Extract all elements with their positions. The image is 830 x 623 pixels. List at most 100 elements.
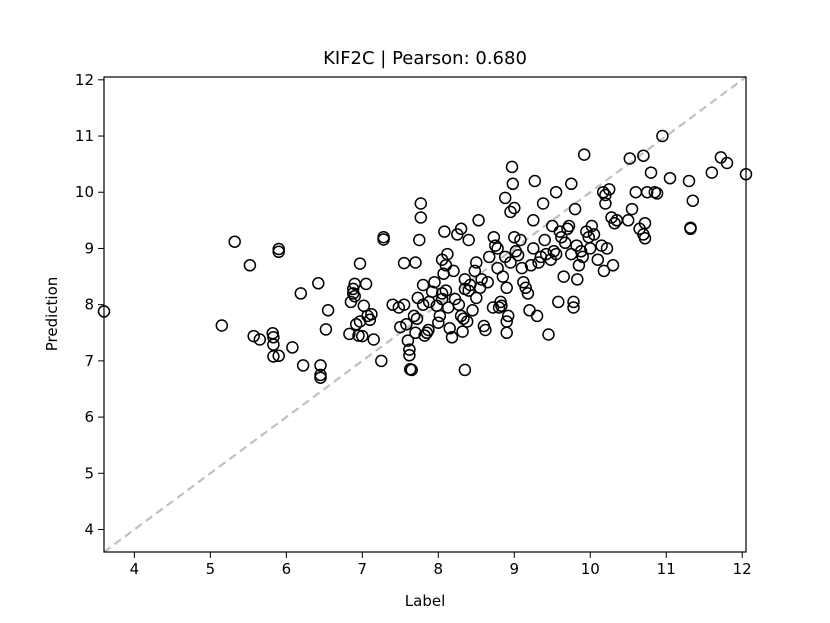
y-tick-label: 5: [84, 464, 94, 482]
data-point: [638, 216, 652, 230]
data-point: [656, 129, 669, 143]
data-point: [557, 270, 570, 283]
data-point: [296, 359, 310, 372]
data-point: [458, 363, 472, 377]
data-point: [438, 225, 451, 238]
data-point: [445, 331, 459, 344]
data-point: [583, 242, 597, 255]
data-point: [319, 323, 333, 336]
y-tick-label: 9: [84, 239, 94, 257]
data-point: [321, 304, 335, 317]
data-point: [577, 148, 591, 161]
y-axis-label: Prediction: [43, 277, 61, 352]
data-point: [587, 228, 601, 241]
y-tick-label: 10: [75, 183, 94, 201]
data-point: [530, 309, 544, 323]
data-point: [466, 304, 479, 317]
data-point: [505, 160, 519, 174]
data-point: [353, 257, 367, 270]
data-point: [312, 277, 325, 290]
data-point: [562, 219, 576, 233]
data-point: [377, 233, 390, 246]
data-point: [521, 287, 535, 300]
data-point: [439, 284, 453, 297]
chart-title: KIF2C | Pearson: 0.680: [323, 48, 527, 69]
data-point: [500, 281, 513, 295]
data-point: [400, 318, 413, 331]
data-point: [705, 166, 719, 179]
data-point: [352, 329, 365, 342]
data-point: [498, 191, 512, 205]
data-point: [462, 233, 475, 247]
y-tick-label: 7: [84, 352, 94, 370]
data-point: [640, 185, 654, 199]
data-point: [479, 323, 492, 337]
data-point: [435, 287, 449, 300]
data-point: [460, 315, 474, 328]
data-point: [422, 323, 435, 337]
data-point: [625, 202, 639, 216]
data-point: [397, 256, 411, 270]
data-point: [413, 233, 426, 247]
data-point: [407, 309, 421, 323]
data-point: [567, 301, 580, 314]
identity-line: [103, 76, 747, 553]
data-point: [536, 197, 550, 210]
x-tick-label: 4: [130, 560, 140, 578]
data-point: [600, 242, 614, 255]
data-point: [267, 338, 280, 351]
data-point: [456, 325, 469, 338]
data-point: [425, 285, 439, 298]
data-point: [538, 233, 551, 247]
data-point: [253, 333, 267, 346]
data-point: [524, 259, 538, 272]
data-point: [457, 312, 470, 325]
data-point: [606, 259, 620, 272]
data-point: [414, 197, 428, 210]
data-point: [314, 359, 327, 372]
data-point: [443, 322, 456, 335]
x-tick-label: 11: [657, 560, 676, 578]
data-point: [491, 242, 504, 255]
data-point: [515, 261, 529, 275]
data-point: [506, 177, 520, 191]
data-point: [650, 187, 664, 200]
data-point: [416, 298, 430, 311]
data-point: [215, 319, 229, 332]
x-tick-label: 8: [434, 560, 444, 578]
data-point: [720, 156, 734, 170]
data-point: [462, 284, 475, 297]
data-point: [367, 333, 380, 346]
data-point: [294, 287, 308, 300]
data-point: [272, 349, 285, 363]
data-point: [409, 256, 422, 269]
data-point: [644, 166, 658, 179]
data-point: [472, 214, 485, 227]
data-point: [470, 291, 483, 305]
data-point: [481, 275, 494, 289]
data-point: [243, 259, 257, 272]
data-point: [553, 225, 567, 238]
plot-area: 4 5 6 7 8 9 10 11 12 4 5 6 7 8 9 10 11 12: [75, 71, 753, 578]
data-point: [495, 299, 508, 313]
data-point: [682, 174, 696, 188]
data-point: [428, 275, 441, 289]
data-point: [414, 211, 428, 224]
data-point: [433, 309, 447, 323]
data-point: [523, 304, 536, 317]
data-point: [353, 315, 367, 328]
data-point: [565, 177, 578, 191]
data-point: [527, 214, 540, 227]
data-point: [482, 250, 496, 264]
data-point: [597, 264, 611, 278]
data-point: [623, 152, 637, 165]
data-point: [470, 256, 483, 269]
data-point: [542, 328, 555, 341]
data-point: [514, 233, 527, 247]
data-point: [401, 334, 415, 347]
data-point: [468, 264, 482, 278]
data-point: [576, 250, 589, 264]
data-point: [663, 171, 677, 185]
data-point: [454, 222, 468, 236]
